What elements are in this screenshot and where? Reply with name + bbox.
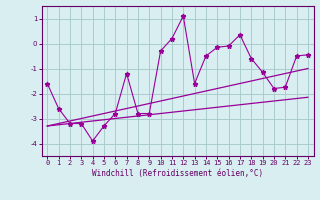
X-axis label: Windchill (Refroidissement éolien,°C): Windchill (Refroidissement éolien,°C): [92, 169, 263, 178]
